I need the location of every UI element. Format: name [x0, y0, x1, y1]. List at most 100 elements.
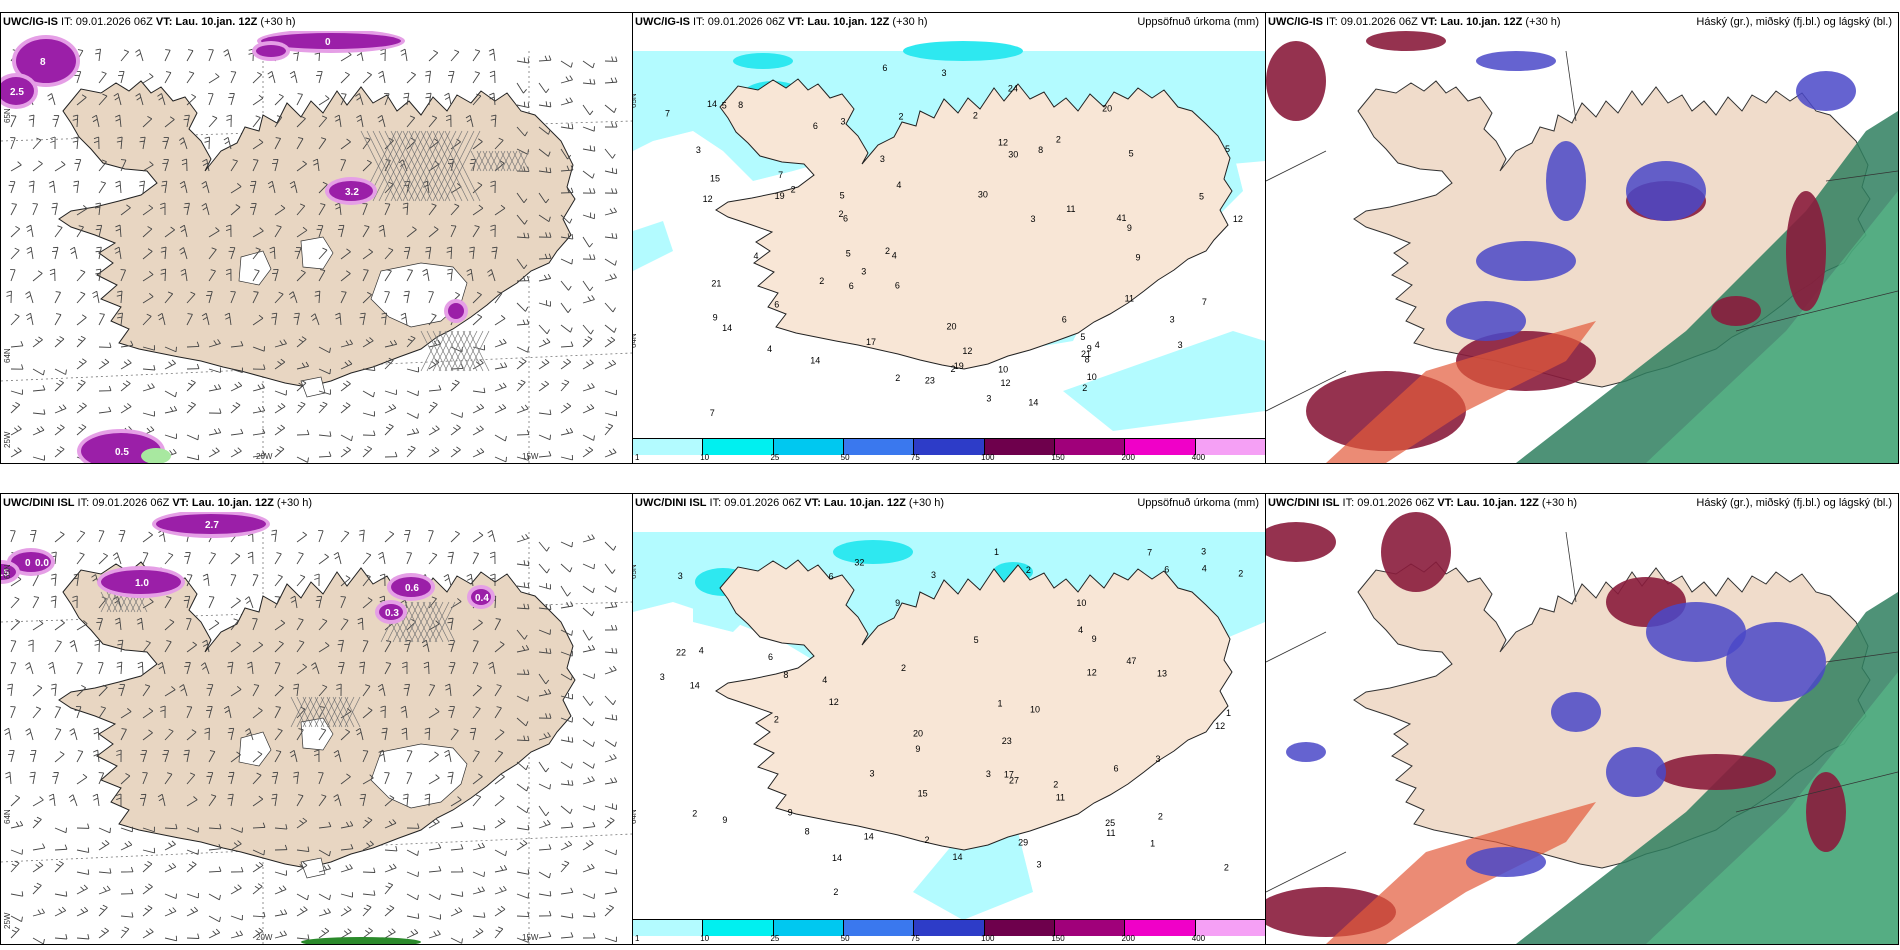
low-cloud [1711, 296, 1761, 326]
precip-value-label: 3 [1201, 547, 1206, 557]
precip-value-label: 4 [1202, 564, 1207, 574]
glacier [238, 731, 272, 767]
colorbar-tick-label: 1 [635, 453, 640, 462]
precip-value-label: 2 [1224, 863, 1229, 873]
cloud-layers [1266, 31, 1898, 463]
precip-value-label: 2 [1026, 565, 1031, 575]
precip-value-label: 17 [1004, 770, 1014, 780]
precip-value-label: 6 [849, 281, 854, 291]
precip-value-label: 4 [896, 180, 901, 190]
precip-value-label: 4 [699, 646, 704, 656]
precip-value-label: 2 [819, 276, 824, 286]
precip-value-label: 11 [1056, 792, 1065, 802]
precip-value-label: 2 [895, 373, 900, 383]
glacier [300, 236, 334, 270]
init-time: IT: 09.01.2026 06Z [58, 16, 156, 28]
precip-value-label: 6 [813, 121, 818, 131]
colorbar-tick-label: 10 [700, 934, 710, 943]
lat-label-64n: 64N [632, 809, 638, 824]
precip-value-label: 12 [962, 346, 972, 356]
precip-value-label: 41 [1117, 213, 1127, 223]
mid-cloud [1551, 692, 1601, 732]
precip-value-label: 9 [895, 598, 900, 608]
colorbar-swatch [633, 439, 704, 455]
init-time: IT: 09.01.2026 06Z [1323, 16, 1421, 28]
precip-value-label: 3 [660, 672, 665, 682]
precip-value-label: 12 [1215, 721, 1225, 731]
cloud-map [1266, 512, 1898, 944]
precip-value-label: 3 [942, 68, 947, 78]
precip-area-10mm [833, 540, 913, 564]
lat-label-65n: 65N [632, 564, 638, 579]
lead-time: (+30 h) [1538, 497, 1578, 509]
precip-value-label: 20 [947, 322, 957, 332]
precip-value-label: 7 [710, 408, 715, 418]
precip-value-label: 3 [1155, 754, 1160, 764]
precip-value-label: 2 [774, 715, 779, 725]
mid-cloud [1326, 321, 1596, 463]
precip-value-label: 14 [832, 853, 842, 863]
precip-value-label: 11 [1125, 294, 1134, 304]
mid-cloud [1626, 161, 1706, 221]
precip-value-label: 10 [998, 365, 1008, 375]
precip-value-label: 9 [722, 815, 727, 825]
lon-label-15w: 15W [522, 452, 539, 461]
precip-value-label: 4 [767, 344, 772, 354]
gust-value-label: 1.0 [135, 578, 149, 589]
lon-label-25w: 25W [3, 431, 12, 448]
precip-value-label: 7 [1147, 548, 1152, 558]
precip-value-label: 3 [1036, 860, 1041, 870]
panel-clouds-top: UWC/IG-IS IT: 09.01.2026 06Z VT: Lau. 10… [1265, 12, 1899, 464]
cloud-layers [1266, 512, 1898, 944]
precip-value-label: 3 [696, 145, 701, 155]
mid-cloud [1546, 141, 1586, 221]
gust-value-label: 0.4 [475, 593, 489, 604]
precip-value-label: 9 [915, 744, 920, 754]
init-time: IT: 09.01.2026 06Z [690, 16, 788, 28]
precip-value-label: 5 [1225, 144, 1230, 154]
precip-value-label: 14 [864, 831, 874, 841]
low-cloud [1806, 772, 1846, 852]
precip-value-label: 2 [924, 835, 929, 845]
precip-value-label: 2 [1238, 568, 1243, 578]
precip-value-label: 12 [1233, 214, 1243, 224]
precip-value-label: 15 [710, 174, 720, 184]
precip-value-label: 12 [1087, 668, 1097, 678]
lat-label-64n: 64N [3, 809, 12, 824]
panel-header: UWC/IG-IS IT: 09.01.2026 06Z VT: Lau. 10… [1266, 13, 1898, 31]
gust-core [81, 433, 161, 463]
gust-core [101, 570, 181, 594]
precip-value-label: 12 [703, 194, 713, 204]
glacier [300, 857, 326, 879]
colorbar-swatch [703, 920, 774, 936]
precip-value-label: 30 [978, 190, 988, 200]
gust-value-label: 3.2 [345, 187, 359, 198]
colorbar-tick-label: 100 [981, 934, 995, 943]
wind-map: 8 2.5 3.2 0.5 0 [1, 31, 632, 463]
glacier [300, 376, 326, 398]
precip-value-label: 24 [1008, 84, 1018, 94]
precip-value-label: 1 [998, 698, 1003, 708]
init-time: IT: 09.01.2026 06Z [74, 497, 173, 509]
init-time: IT: 09.01.2026 06Z [1339, 497, 1438, 509]
precip-value-label: 12 [829, 697, 839, 707]
panel-wind-bottom: UWC/DINI ISL IT: 09.01.2026 06Z VT: Lau.… [0, 493, 633, 945]
valid-time: VT: Lau. 10.jan. 12Z [172, 497, 274, 509]
gust-value-label: 0.0 [35, 558, 49, 569]
precip-value-label: 14 [690, 681, 700, 691]
precip-value-label: 5 [722, 100, 727, 110]
lat-label-65n: 65N [3, 564, 12, 579]
gust-core [379, 604, 403, 620]
precip-value-label: 4 [753, 251, 758, 261]
colorbar-swatch [773, 439, 844, 455]
model-name: UWC/IG-IS [3, 16, 58, 28]
panel-clouds-bottom: UWC/DINI ISL IT: 09.01.2026 06Z VT: Lau.… [1265, 493, 1899, 945]
low-cloud [1266, 522, 1336, 562]
hatched-area [360, 130, 530, 372]
mid-cloud [1476, 51, 1556, 71]
low-cloud [1266, 41, 1326, 121]
precip-value-label: 1 [1226, 708, 1231, 718]
colorbar-swatch [914, 920, 985, 936]
colorbar-swatch [773, 920, 844, 936]
